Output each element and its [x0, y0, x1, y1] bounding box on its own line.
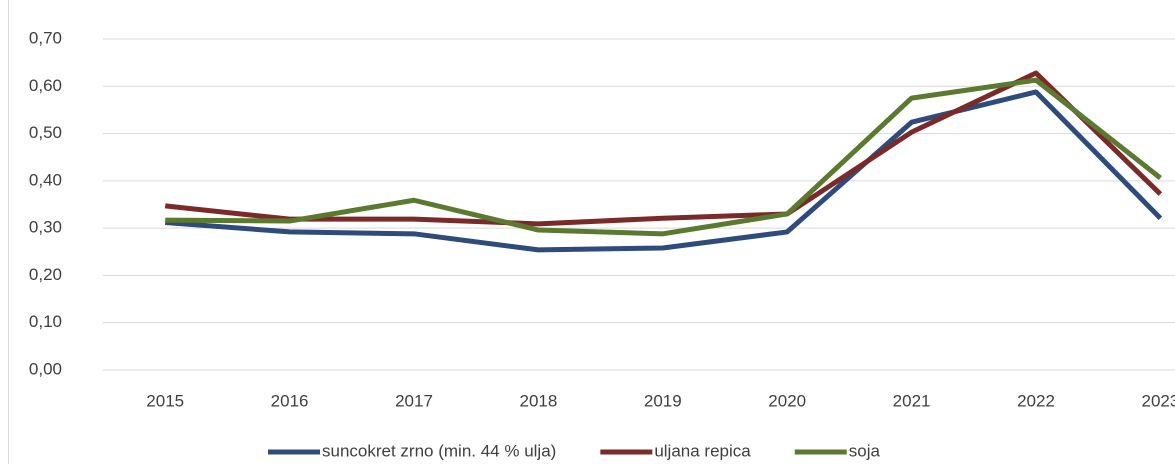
x-tick-label: 2017 — [395, 391, 433, 410]
y-tick-label: 0,00 — [29, 359, 62, 378]
x-tick-label: 2018 — [519, 391, 557, 410]
y-tick-label: 0,60 — [29, 76, 62, 95]
y-tick-label: 0,50 — [29, 123, 62, 142]
series-line — [165, 89, 1163, 253]
y-tick-label: 0,70 — [29, 28, 62, 47]
series-line — [164, 70, 1163, 227]
y-tick-label: 0,20 — [29, 265, 62, 284]
x-tick-label: 2023 — [1141, 391, 1175, 410]
legend-label: uljana repica — [654, 441, 751, 460]
x-tick-label: 2015 — [146, 391, 184, 410]
y-tick-label: 0,10 — [29, 312, 62, 331]
x-tick-label: 2020 — [768, 391, 806, 410]
x-tick-label: 2016 — [271, 391, 309, 410]
legend-label: soja — [849, 441, 881, 460]
legend-label: suncokret zrno (min. 44 % ulja) — [322, 441, 556, 460]
y-tick-label: 0,30 — [29, 218, 62, 237]
x-tick-label: 2019 — [644, 391, 682, 410]
legend: suncokret zrno (min. 44 % ulja) uljana re… — [268, 441, 880, 460]
y-tick-label: 0,40 — [29, 170, 62, 189]
series-line — [165, 77, 1162, 237]
x-tick-label: 2021 — [893, 391, 931, 410]
x-tick-label: 2022 — [1017, 391, 1055, 410]
